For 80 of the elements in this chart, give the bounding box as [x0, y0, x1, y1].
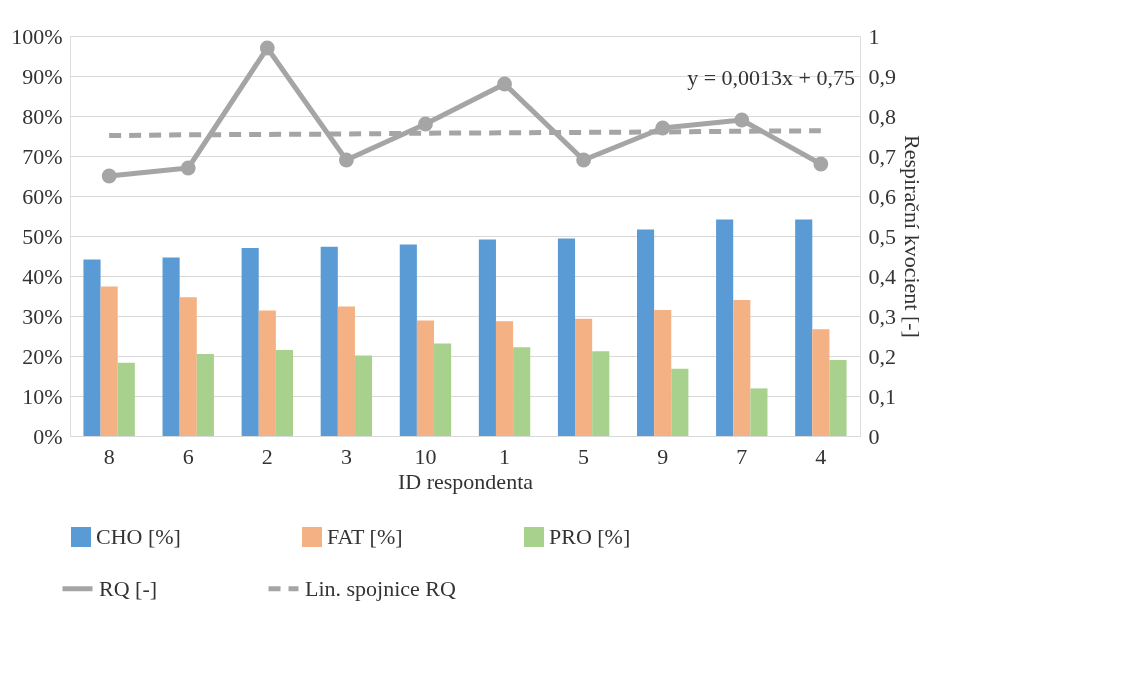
bar	[716, 219, 734, 436]
bar	[162, 257, 180, 436]
y-tick-label: 70%	[22, 143, 63, 169]
point	[576, 152, 592, 168]
legend-label: CHO [%]	[96, 524, 181, 549]
x-tick-label: 2	[261, 443, 273, 469]
y-tick-label: 30%	[22, 303, 63, 329]
y2-tick-label: 0,1	[868, 383, 896, 409]
bar	[671, 368, 689, 436]
y2-tick-label: 0,9	[868, 63, 896, 89]
point	[734, 112, 750, 128]
annotation: y = 0,0013x + 0,75	[687, 65, 855, 90]
point	[813, 156, 829, 172]
y2-axis-title: Respirační kvocient [-]	[900, 135, 925, 338]
legend-label: Lin. spojnice RQ	[305, 575, 457, 601]
bar	[320, 246, 338, 436]
y2-tick-label: 0,5	[868, 223, 896, 249]
y-tick-label: 90%	[22, 63, 63, 89]
bar	[179, 297, 197, 436]
x-tick-label: 6	[182, 443, 194, 469]
y-tick-label: 10%	[22, 383, 63, 409]
y2-tick-label: 0,3	[868, 303, 896, 329]
x-tick-label: 7	[736, 443, 748, 469]
bar	[117, 362, 135, 436]
bar	[513, 347, 531, 436]
y2-tick-label: 0,7	[868, 143, 896, 169]
point	[497, 76, 512, 92]
y-tick-label: 100%	[11, 23, 63, 49]
legend-label: PRO [%]	[549, 524, 631, 549]
y-tick-label: 60%	[22, 183, 63, 209]
bar	[733, 300, 751, 436]
bar	[416, 320, 435, 436]
point	[655, 120, 671, 136]
bar	[812, 329, 830, 436]
bar	[795, 219, 813, 436]
bar	[399, 244, 417, 436]
bar	[337, 306, 355, 436]
y2-tick-label: 0,4	[868, 263, 896, 289]
point	[101, 168, 117, 184]
y2-tick-label: 0	[868, 423, 880, 449]
bar	[434, 343, 452, 436]
x-tick-label: 5	[578, 443, 590, 469]
bar	[478, 239, 496, 436]
bar	[196, 354, 214, 436]
bar	[750, 388, 768, 436]
y-tick-label: 20%	[22, 343, 63, 369]
x-tick-label: 10	[414, 443, 437, 469]
x-tick-label: 1	[499, 443, 511, 469]
x-tick-label: 9	[657, 443, 669, 469]
bar	[829, 360, 847, 436]
y2-tick-label: 0,8	[868, 103, 896, 129]
bar	[258, 310, 276, 436]
legend-label: FAT [%]	[327, 524, 403, 549]
y2-tick-label: 0,6	[868, 183, 896, 209]
y-tick-label: 50%	[22, 223, 63, 249]
bar	[575, 318, 593, 436]
y2-tick-label: 0,2	[868, 343, 896, 369]
bar	[100, 286, 118, 436]
bar	[83, 259, 101, 436]
bar	[557, 238, 576, 436]
point	[180, 160, 196, 176]
bar	[495, 321, 514, 436]
y2-tick-label: 1	[868, 23, 880, 49]
bar	[275, 350, 293, 436]
legend-label: RQ [-]	[99, 575, 158, 601]
x-axis-title: ID respondenta	[397, 468, 534, 494]
x-tick-label: 8	[103, 443, 115, 469]
y-tick-label: 40%	[22, 263, 63, 289]
x-tick-label: 4	[815, 443, 827, 469]
bar	[241, 248, 259, 436]
bar	[354, 355, 373, 436]
bar	[654, 310, 672, 436]
point	[259, 40, 275, 56]
point	[418, 116, 433, 132]
point	[338, 152, 354, 168]
y-tick-label: 80%	[22, 103, 63, 129]
bar	[592, 351, 610, 436]
bar	[637, 229, 655, 436]
x-tick-label: 3	[340, 443, 352, 469]
y-tick-label: 0%	[33, 423, 63, 449]
